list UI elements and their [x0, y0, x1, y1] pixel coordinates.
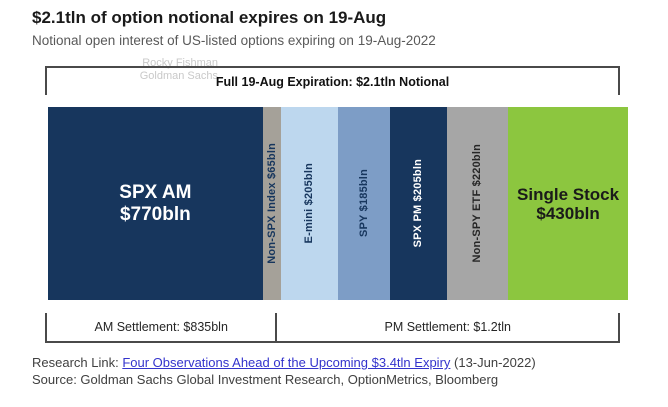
research-link-suffix: (13-Jun-2022): [450, 355, 536, 370]
bar-segment-label: SPY $185bln: [357, 169, 370, 238]
am-settlement-label: AM Settlement: $835bln: [94, 320, 228, 334]
page-subtitle: Notional open interest of US-listed opti…: [32, 33, 436, 48]
bar-segment-non-spy-etf: Non-SPY ETF $220bln: [446, 107, 509, 300]
bar-segment-label: SPX AM $770bln: [119, 181, 192, 225]
bar-segment-label: Single Stock $430bln: [517, 184, 620, 223]
bar-segment-label: SPX PM $205bln: [412, 159, 425, 248]
am-settlement-cell: AM Settlement: $835bln: [47, 313, 278, 341]
bar-segment-spx-pm: SPX PM $205bln: [389, 107, 447, 300]
total-expiration-bracket: Full 19-Aug Expiration: $2.1tln Notional: [45, 66, 620, 95]
stacked-bar: SPX AM $770bln Non-SPX Index $65bln E-mini …: [48, 107, 628, 300]
bar-segment-spy: SPY $185bln: [338, 107, 390, 300]
settlement-bracket: AM Settlement: $835bln PM Settlement: $1…: [45, 313, 620, 343]
research-link[interactable]: Four Observations Ahead of the Upcoming …: [122, 355, 451, 370]
pm-settlement-label: PM Settlement: $1.2tln: [384, 320, 511, 334]
pm-settlement-cell: PM Settlement: $1.2tln: [277, 313, 618, 341]
bar-segment-non-spx-index: Non-SPX Index $65bln: [262, 107, 281, 300]
source-line: Source: Goldman Sachs Global Investment …: [32, 372, 499, 387]
bar-segment-spx-am: SPX AM $770bln: [48, 107, 263, 300]
research-link-line: Research Link: Four Observations Ahead o…: [32, 355, 536, 370]
watermark-line2: Goldman Sachs: [139, 70, 218, 82]
research-link-prefix: Research Link:: [32, 355, 123, 370]
bar-segment-label: Non-SPX Index $65bln: [265, 143, 278, 264]
page-title: $2.1tln of option notional expires on 19…: [32, 8, 387, 27]
bar-segment-e-mini: E-mini $205bln: [280, 107, 338, 300]
total-expiration-label: Full 19-Aug Expiration: $2.1tln Notional: [215, 74, 450, 89]
bar-segment-label: E-mini $205bln: [303, 163, 316, 244]
bar-segment-label: Non-SPY ETF $220bln: [471, 144, 484, 263]
bar-segment-single-stock: Single Stock $430bln: [508, 107, 628, 300]
